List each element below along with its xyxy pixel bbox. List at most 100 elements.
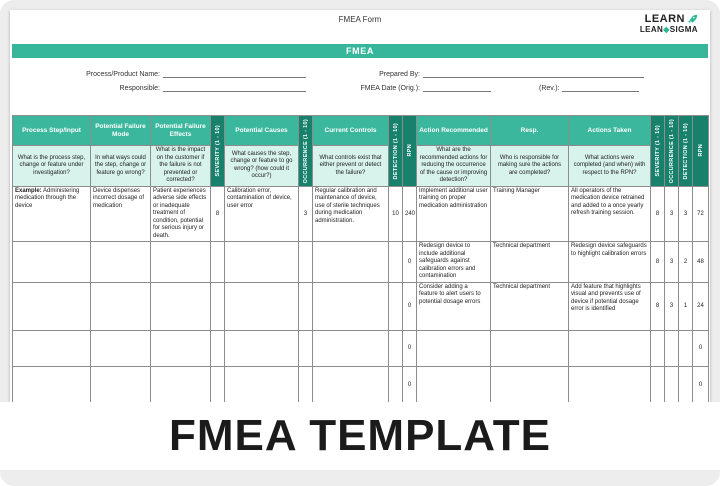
fmea-cell[interactable]	[490, 365, 569, 405]
fmea-cell[interactable]	[210, 241, 225, 283]
fmea-cell[interactable]	[210, 365, 225, 405]
fmea-cell[interactable]: 0	[402, 365, 417, 405]
fmea-cell[interactable]	[388, 365, 403, 405]
fmea-cell[interactable]: Example: Administering medication throug…	[12, 185, 91, 242]
fmea-cell[interactable]: 3	[664, 185, 679, 242]
fmea-cell[interactable]	[90, 281, 151, 331]
fmea-cell[interactable]: 1	[678, 281, 693, 331]
fmea-cell[interactable]: All operators of the medication device r…	[568, 185, 651, 242]
header-process-step: Process Step/Input	[12, 115, 91, 146]
fmea-cell[interactable]	[224, 329, 299, 367]
fmea-cell[interactable]: 3	[664, 241, 679, 283]
prepared-by-input[interactable]	[423, 70, 644, 78]
fmea-cell[interactable]	[90, 329, 151, 367]
responsible-input[interactable]	[163, 84, 306, 92]
fmea-cell[interactable]: 240	[402, 185, 417, 242]
fmea-cell[interactable]	[388, 281, 403, 331]
fmea-cell[interactable]: 8	[650, 185, 665, 242]
fmea-cell[interactable]: 0	[402, 241, 417, 283]
fmea-cell[interactable]	[312, 365, 389, 405]
fmea-cell[interactable]	[388, 329, 403, 367]
fmea-cell[interactable]	[298, 281, 313, 331]
fmea-cell[interactable]	[312, 281, 389, 331]
header-failure-mode: Potential Failure Mode	[90, 115, 151, 146]
fmea-cell[interactable]	[490, 329, 569, 367]
fmea-cell[interactable]: Technical department	[490, 281, 569, 331]
rev-input[interactable]	[562, 84, 640, 92]
fmea-cell[interactable]	[416, 329, 491, 367]
fmea-cell[interactable]	[664, 365, 679, 405]
fmea-cell[interactable]: 0	[692, 329, 709, 367]
fmea-cell[interactable]: 24	[692, 281, 709, 331]
fmea-cell[interactable]: 3	[298, 185, 313, 242]
fmea-cell[interactable]	[12, 329, 91, 367]
fmea-cell[interactable]: 3	[678, 185, 693, 242]
fmea-cell[interactable]	[312, 241, 389, 283]
fmea-cell[interactable]	[150, 281, 211, 331]
fmea-cell[interactable]	[12, 241, 91, 283]
fmea-cell[interactable]	[298, 365, 313, 405]
fmea-cell[interactable]: Redesign device to include additional sa…	[416, 241, 491, 283]
fmea-cell[interactable]: 3	[664, 281, 679, 331]
fmea-cell[interactable]: Implement additional user training on pr…	[416, 185, 491, 242]
desc-resp: Who is responsible for making sure the a…	[490, 145, 569, 187]
fmea-cell[interactable]	[150, 365, 211, 405]
header-failure-effects: Potential Failure Effects	[150, 115, 211, 146]
logo-learn-text: LEARN	[644, 13, 685, 25]
table-row: 0 Redesign device to include additional …	[12, 241, 709, 283]
fmea-cell[interactable]	[678, 329, 693, 367]
fmea-cell[interactable]: 10	[388, 185, 403, 242]
responsible-field: Responsible:	[30, 84, 306, 92]
fmea-cell[interactable]: Training Manager	[490, 185, 569, 242]
fmea-cell[interactable]: Patient experiences adverse side effects…	[150, 185, 211, 242]
desc-process-step: What is the process step, change or feat…	[12, 145, 91, 187]
fmea-cell[interactable]: 8	[210, 185, 225, 242]
fmea-cell[interactable]	[416, 365, 491, 405]
fmea-cell[interactable]: 8	[650, 241, 665, 283]
fmea-cell[interactable]	[150, 241, 211, 283]
process-product-name-input[interactable]	[163, 70, 306, 78]
fmea-cell[interactable]: 0	[402, 329, 417, 367]
fmea-date-input[interactable]	[423, 84, 491, 92]
fmea-cell[interactable]	[224, 241, 299, 283]
fmea-cell[interactable]: Calibration error, contamination of devi…	[224, 185, 299, 242]
fmea-cell[interactable]: 0	[402, 281, 417, 331]
fmea-cell[interactable]	[664, 329, 679, 367]
fmea-cell[interactable]	[210, 329, 225, 367]
fmea-cell[interactable]	[650, 365, 665, 405]
process-product-name-label: Process/Product Name:	[86, 71, 160, 78]
fmea-cell[interactable]	[312, 329, 389, 367]
fmea-cell[interactable]	[388, 241, 403, 283]
header-detection: DETECTION (1 - 10)	[388, 115, 403, 187]
header-rpn-after: RPN	[692, 115, 709, 187]
fmea-cell[interactable]: Add feature that highlights visual and p…	[568, 281, 651, 331]
banner-title: FMEA TEMPLATE	[168, 411, 552, 460]
fmea-cell[interactable]	[224, 281, 299, 331]
fmea-cell[interactable]	[650, 329, 665, 367]
fmea-cell[interactable]: Redesign device safeguards to highlight …	[568, 241, 651, 283]
fmea-cell[interactable]	[12, 365, 91, 405]
fmea-cell[interactable]	[568, 329, 651, 367]
fmea-cell[interactable]: Device dispenses incorrect dosage of med…	[90, 185, 151, 242]
fmea-cell[interactable]: Regular calibration and maintenance of d…	[312, 185, 389, 242]
fmea-cell[interactable]: Consider adding a feature to alert users…	[416, 281, 491, 331]
fmea-cell[interactable]	[90, 241, 151, 283]
fmea-cell[interactable]	[298, 329, 313, 367]
fmea-cell[interactable]	[568, 365, 651, 405]
table-row: 0 0	[12, 329, 709, 367]
fmea-cell[interactable]	[90, 365, 151, 405]
fmea-cell[interactable]: 0	[692, 365, 709, 405]
fmea-cell[interactable]	[678, 365, 693, 405]
fmea-cell[interactable]: 72	[692, 185, 709, 242]
fmea-cell[interactable]	[150, 329, 211, 367]
fmea-cell[interactable]: 48	[692, 241, 709, 283]
fmea-cell[interactable]	[224, 365, 299, 405]
fmea-cell[interactable]	[298, 241, 313, 283]
fmea-cell[interactable]	[12, 281, 91, 331]
header-detection-after: DETECTION (1 - 10)	[678, 115, 693, 187]
header-occurrence-after: OCCURRENCE (1 - 10)	[664, 115, 679, 187]
fmea-cell[interactable]: Technical department	[490, 241, 569, 283]
fmea-cell[interactable]: 8	[650, 281, 665, 331]
fmea-cell[interactable]	[210, 281, 225, 331]
fmea-cell[interactable]: 2	[678, 241, 693, 283]
